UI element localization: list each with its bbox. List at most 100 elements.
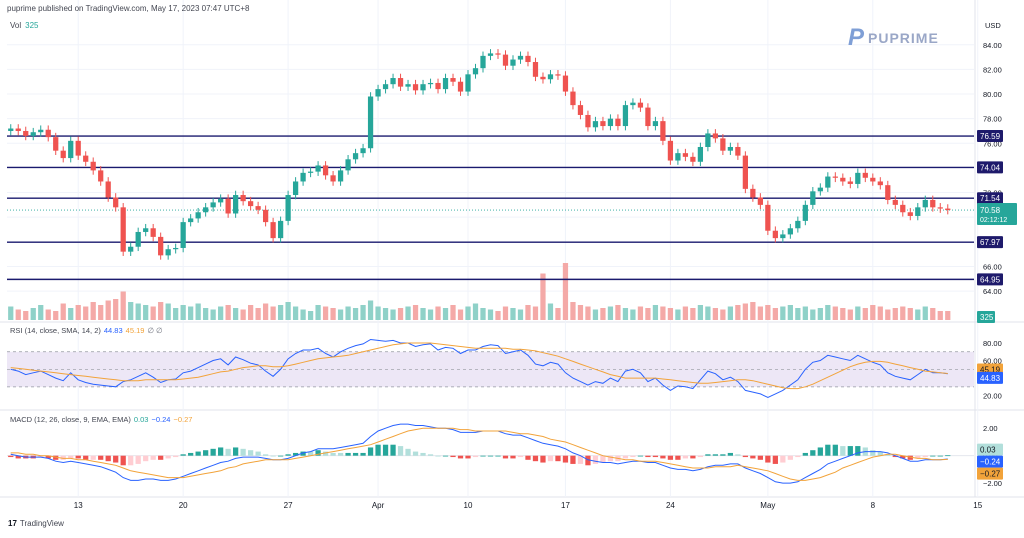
macd-value-tag-bg — [977, 455, 1003, 468]
volume-bar — [248, 305, 254, 320]
volume-value-tag-bg — [977, 311, 995, 323]
volume-bar — [765, 305, 771, 320]
candle-body — [510, 59, 516, 66]
candle-body — [352, 153, 359, 160]
macd-histogram-bar — [435, 455, 441, 457]
macd-histogram-bar — [487, 455, 494, 457]
rsi-legend[interactable]: RSI (14, close, SMA, 14, 2) 44.83 45.19 ∅ ∅ — [10, 326, 163, 335]
volume-bar — [45, 309, 51, 320]
macd-legend[interactable]: MACD (12, 26, close, 9, EMA, EMA) 0.03 −0.… — [10, 415, 192, 424]
rsi-tick-label: 20.00 — [983, 392, 1002, 401]
price-tick-label: 82.00 — [983, 65, 1002, 74]
candle-body — [622, 105, 629, 127]
macd-histogram-bar — [892, 455, 898, 458]
price-tick-label: 80.00 — [983, 90, 1002, 99]
tradingview-footer[interactable]: 17 TradingView — [8, 519, 64, 528]
volume-bar — [945, 311, 951, 320]
price-level-tag: 74.04 — [980, 163, 1001, 172]
macd-histogram-bar — [810, 450, 816, 456]
volume-bar — [900, 306, 906, 320]
macd-histogram-bar — [135, 455, 141, 464]
macd-histogram-bar — [188, 452, 194, 456]
volume-bar — [570, 302, 576, 320]
candle-body — [780, 234, 786, 239]
macd-histogram-bar — [765, 455, 771, 463]
volume-bar — [652, 305, 659, 320]
macd-histogram-bar — [607, 455, 614, 462]
candle-body — [810, 191, 816, 205]
volume-bar — [472, 303, 479, 320]
macd-histogram-bar — [158, 455, 164, 460]
macd-histogram-bar — [562, 455, 569, 463]
macd-label: MACD (12, 26, close, 9, EMA, EMA) — [10, 415, 131, 424]
candle-body — [367, 96, 374, 149]
candle-body — [555, 74, 561, 76]
candle-body — [128, 246, 134, 252]
candle-body — [15, 128, 21, 131]
price-tick-label: 66.00 — [983, 262, 1002, 271]
macd-histogram-bar — [15, 455, 21, 459]
volume-bar — [173, 308, 179, 320]
rsi-tick-label: 80.00 — [983, 339, 1002, 348]
volume-bar — [892, 308, 898, 320]
candle-body — [915, 207, 921, 216]
macd-histogram-bar — [750, 455, 756, 459]
candle-body — [592, 121, 599, 128]
volume-bar — [840, 308, 846, 320]
volume-bar — [510, 308, 516, 320]
candle-body — [255, 206, 261, 210]
volume-bar — [113, 299, 119, 320]
volume-bar — [780, 306, 786, 320]
macd-histogram-bar — [412, 451, 419, 456]
macd-histogram-bar — [292, 452, 299, 456]
candle-body — [442, 78, 449, 90]
macd-histogram-bar — [375, 444, 381, 456]
macd-legend-macd: −0.24 — [151, 415, 171, 424]
volume-bar — [75, 305, 81, 320]
candle-body — [330, 175, 336, 182]
macd-histogram-bar — [600, 455, 606, 463]
volume-bar — [600, 308, 606, 320]
volume-bar — [742, 303, 748, 320]
candle-body — [795, 220, 801, 229]
candle-body — [150, 228, 156, 237]
volume-bar — [502, 306, 509, 320]
volume-value-tag: 325 — [980, 313, 994, 322]
candle-body — [817, 187, 823, 192]
volume-bar — [210, 309, 216, 320]
macd-histogram-bar — [742, 455, 748, 458]
candle-body — [615, 118, 621, 127]
macd-histogram-bar — [525, 455, 531, 460]
volume-bar — [810, 309, 816, 320]
current-price-tag-bg — [977, 203, 1017, 226]
volume-bar — [930, 308, 936, 320]
candle-body — [307, 171, 314, 173]
rsi-label: RSI (14, close, SMA, 14, 2) — [10, 326, 101, 335]
volume-bar — [450, 305, 456, 320]
volume-bar — [562, 263, 569, 320]
volume-bar — [720, 309, 726, 320]
time-tick-label: 13 — [74, 501, 83, 510]
candle-body — [427, 82, 434, 85]
volume-bar — [592, 309, 599, 320]
volume-bar — [255, 308, 261, 320]
volume-bar — [817, 308, 823, 320]
candle-body — [540, 76, 546, 80]
macd-histogram-bar — [307, 451, 314, 456]
volume-bar — [607, 306, 614, 320]
macd-histogram-bar — [570, 455, 576, 464]
candle-body — [870, 177, 876, 182]
candle-body — [465, 74, 471, 92]
price-axis-currency: USD — [985, 21, 1001, 30]
candle-body — [937, 207, 943, 209]
volume-bar — [53, 311, 59, 320]
macd-histogram-bar — [682, 455, 689, 459]
macd-tick-label: −2.00 — [983, 479, 1002, 488]
volume-label: Vol — [10, 21, 22, 30]
volume-bar — [915, 309, 921, 320]
candle-body — [697, 146, 704, 162]
candle-body — [262, 209, 269, 223]
macd-histogram-bar — [450, 455, 456, 458]
candle-body — [23, 130, 29, 136]
